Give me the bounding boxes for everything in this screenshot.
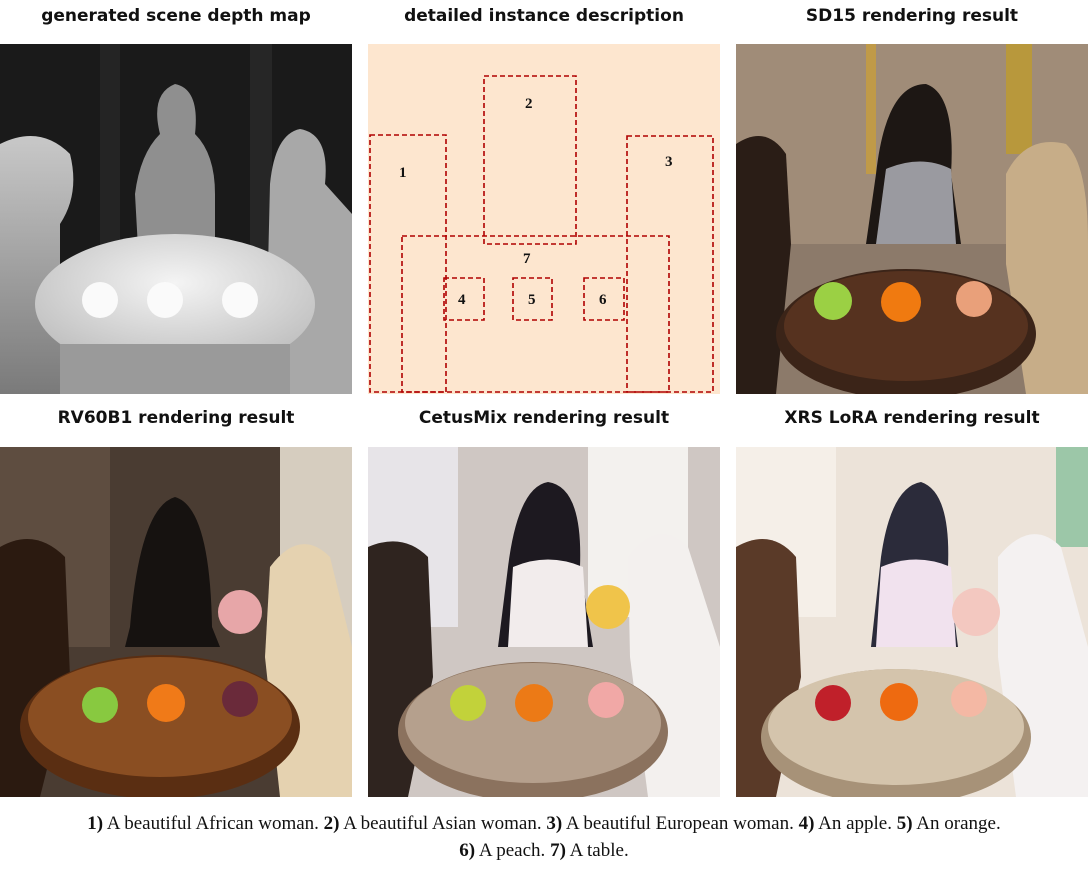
- box-label-6: 6: [599, 292, 607, 308]
- caption-text-2: A beautiful Asian woman.: [339, 813, 547, 834]
- caption-text-3: A beautiful European woman.: [562, 813, 799, 834]
- panel-title-rv60b1: RV60B1 rendering result: [57, 408, 295, 428]
- sd15-rendering-image: [736, 44, 1088, 394]
- box-label-5: 5: [528, 292, 536, 308]
- panel-title-sd15: SD15 rendering result: [805, 6, 1019, 26]
- box-3-european-woman: [626, 135, 714, 393]
- xrs-lora-rendering-image: [736, 447, 1088, 797]
- box-label-4: 4: [458, 292, 466, 308]
- caption-num-6: 6): [459, 840, 476, 861]
- panel-title-depth-map: generated scene depth map: [41, 6, 311, 26]
- box-label-7: 7: [523, 251, 531, 267]
- caption-num-7: 7): [550, 840, 566, 861]
- figure-caption: 1) A beautiful African woman. 2) A beaut…: [0, 810, 1088, 864]
- panel-title-xrs-lora: XRS LoRA rendering result: [784, 408, 1040, 428]
- rv60b1-rendering-image: [0, 447, 352, 797]
- caption-num-4: 4): [798, 813, 815, 834]
- cetusmix-rendering-image: [368, 447, 720, 797]
- box-label-1: 1: [399, 165, 407, 181]
- caption-num-2: 2): [323, 813, 340, 834]
- caption-text-6: A peach.: [475, 840, 551, 861]
- box-label-2: 2: [525, 96, 533, 112]
- panel-title-cetusmix: CetusMix rendering result: [418, 408, 670, 428]
- caption-line-1: 1) A beautiful African woman. 2) A beaut…: [0, 810, 1088, 837]
- caption-text-4: An apple.: [814, 813, 897, 834]
- depth-map-image: [0, 44, 352, 394]
- instance-description-layout: 1 2 3 4 5 6 7: [368, 44, 720, 394]
- caption-text-5: An orange.: [912, 813, 1001, 834]
- caption-text-7: A table.: [565, 840, 629, 861]
- caption-line-2: 6) A peach. 7) A table.: [0, 837, 1088, 864]
- box-6-peach: [583, 277, 625, 321]
- caption-text-1: A beautiful African woman.: [103, 813, 324, 834]
- box-4-apple: [443, 277, 485, 321]
- caption-num-3: 3): [546, 813, 563, 834]
- caption-num-5: 5): [896, 813, 913, 834]
- box-label-3: 3: [665, 154, 673, 170]
- box-2-asian-woman: [483, 75, 577, 245]
- box-5-orange: [512, 277, 553, 321]
- panel-title-instance-description: detailed instance description: [404, 6, 684, 26]
- box-7-table: [401, 235, 670, 393]
- caption-num-1: 1): [87, 813, 104, 834]
